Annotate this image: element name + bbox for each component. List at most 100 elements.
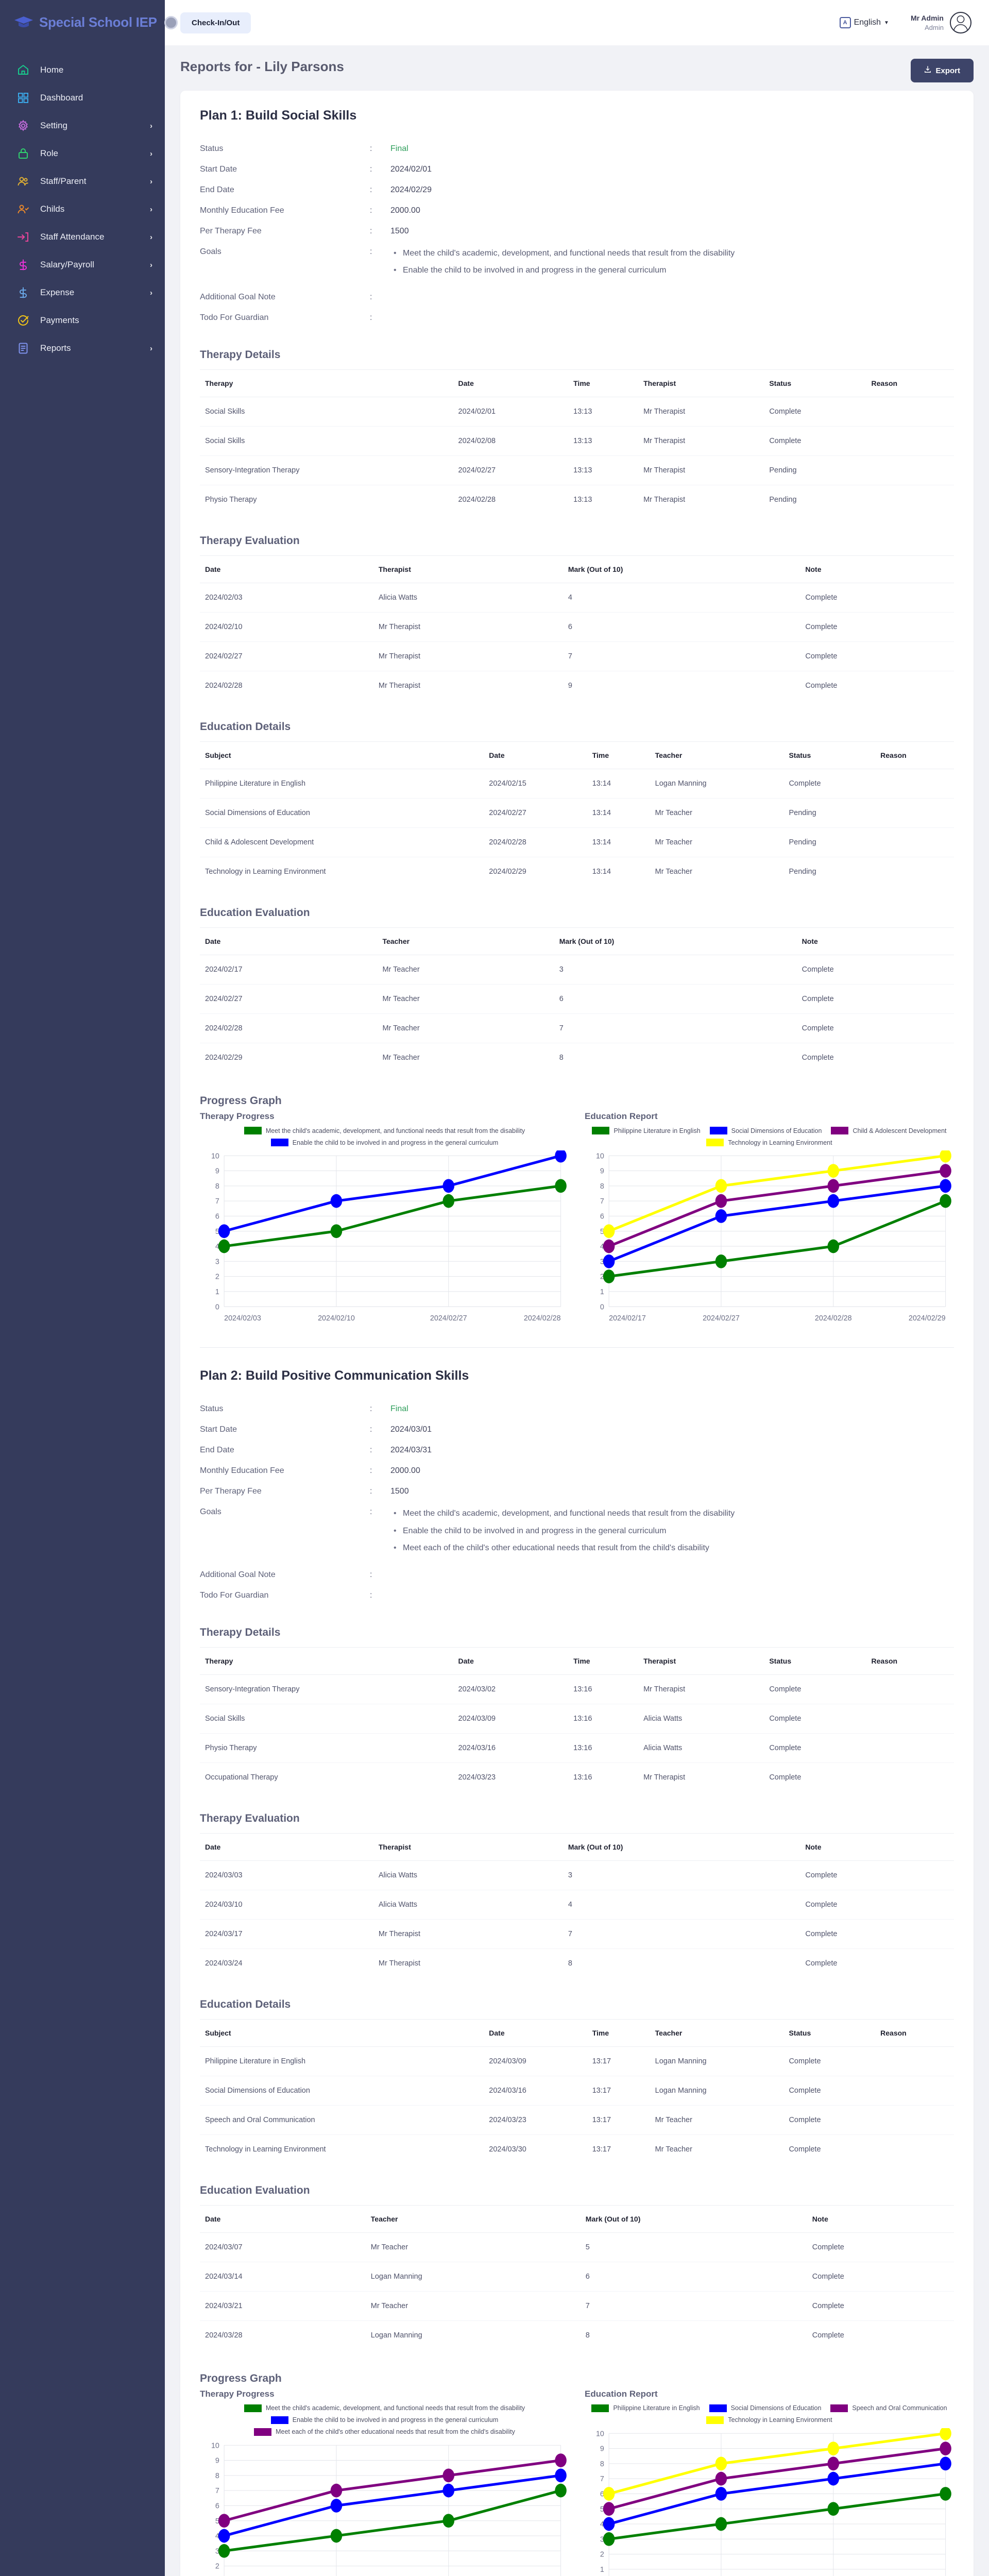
graduation-cap-icon bbox=[13, 15, 34, 30]
table-cell: 2024/02/27 bbox=[484, 798, 587, 828]
table-cell: 2024/02/15 bbox=[484, 769, 587, 799]
legend-item: Child & Adolescent Development bbox=[831, 1127, 947, 1135]
column-header: Date bbox=[453, 1647, 569, 1675]
sidebar-item-role[interactable]: Role › bbox=[0, 140, 165, 167]
table-cell: Social Dimensions of Education bbox=[200, 2076, 484, 2106]
topbar: Check-In/Out A English ▼ Mr Admin Admin bbox=[165, 0, 989, 45]
sidebar-item-childs[interactable]: Childs › bbox=[0, 195, 165, 223]
user-role: Admin bbox=[925, 23, 944, 31]
chevron-right-icon: › bbox=[150, 149, 152, 158]
table-cell: 2024/03/03 bbox=[200, 1860, 373, 1890]
legend-label: Child & Adolescent Development bbox=[852, 1127, 947, 1134]
svg-text:10: 10 bbox=[596, 1153, 604, 1161]
section-title-therapy-details: Therapy Details bbox=[200, 1626, 281, 1638]
legend-item: Enable the child to be involved in and p… bbox=[270, 1139, 498, 1147]
table-cell: Physio Therapy bbox=[200, 1733, 453, 1763]
status-badge: Pending bbox=[783, 798, 876, 828]
sidebar-item-label: Setting bbox=[40, 121, 67, 130]
table-row: 2024/02/03 Alicia Watts 4 Complete bbox=[200, 583, 954, 613]
meta-colon: : bbox=[370, 227, 372, 235]
user-menu[interactable]: Mr Admin Admin bbox=[911, 12, 971, 33]
table-cell: Social Skills bbox=[200, 426, 453, 456]
meta-value: 2024/03/01 bbox=[390, 1425, 432, 1434]
sidebar-item-setting[interactable]: Setting › bbox=[0, 112, 165, 140]
goal-list: Meet the child's academic, development, … bbox=[390, 247, 735, 277]
svg-text:4: 4 bbox=[215, 2532, 219, 2540]
svg-text:10: 10 bbox=[211, 1153, 219, 1161]
status-badge: Complete bbox=[769, 1773, 802, 1782]
sidebar-item-reports[interactable]: Reports › bbox=[0, 334, 165, 362]
table-cell: 13:16 bbox=[573, 1773, 592, 1782]
svg-text:1: 1 bbox=[600, 2566, 604, 2574]
table-cell bbox=[875, 827, 954, 858]
legend-swatch bbox=[709, 1127, 727, 1135]
column-header: Reason bbox=[866, 369, 954, 398]
education-report-chart: Education Report Philippine Literature in… bbox=[585, 1111, 954, 1325]
table-cell: 2024/03/16 bbox=[453, 1733, 569, 1763]
meta-colon: : bbox=[370, 1570, 372, 1579]
column-header: Therapy bbox=[200, 1647, 453, 1675]
table-row: 2024/03/28 Logan Manning 8 Complete bbox=[200, 2320, 954, 2350]
table-cell: 2024/02/01 bbox=[453, 397, 569, 427]
svg-text:6: 6 bbox=[600, 1213, 604, 1221]
table-cell: Complete bbox=[796, 1013, 954, 1044]
table-cell: 13:16 bbox=[568, 1733, 639, 1763]
meta-key: Status bbox=[200, 1404, 224, 1414]
svg-text:3: 3 bbox=[215, 2547, 219, 2555]
legend-item: Technology in Learning Environment bbox=[706, 2416, 832, 2424]
table-head: Date Teacher Mark (Out of 10) Note bbox=[200, 2205, 954, 2233]
table-row: Social Dimensions of Education 2024/02/27… bbox=[200, 798, 954, 828]
table-body: Philippine Literature in English 2024/02/… bbox=[200, 769, 954, 887]
column-header: Note bbox=[807, 2205, 954, 2233]
table-cell: 3 bbox=[562, 1860, 800, 1890]
table-cell: 2024/03/07 bbox=[200, 2232, 366, 2262]
table-cell: Social Skills bbox=[200, 397, 453, 427]
column-header: Date bbox=[453, 369, 569, 398]
table-cell: 6 bbox=[554, 984, 797, 1014]
brand[interactable]: Special School IEP bbox=[0, 0, 178, 44]
legend-item: Meet the child's academic, development, … bbox=[244, 2404, 525, 2412]
table-cell: Technology in Learning Environment bbox=[205, 2145, 326, 2154]
table-cell: Speech and Oral Communication bbox=[200, 2105, 484, 2135]
table-cell: Complete bbox=[812, 2331, 844, 2340]
sidebar-item-salary-payroll[interactable]: Salary/Payroll › bbox=[0, 251, 165, 279]
legend-item: Technology in Learning Environment bbox=[706, 1139, 832, 1147]
sidebar-item-home[interactable]: Home bbox=[0, 56, 165, 84]
meta-colon: : bbox=[370, 1425, 372, 1434]
sidebar-item-expense[interactable]: Expense › bbox=[0, 279, 165, 307]
table-cell: 2024/03/23 bbox=[484, 2105, 587, 2135]
meta-row: Todo For Guardian: bbox=[200, 1585, 954, 1606]
table-body: Philippine Literature in English 2024/03/… bbox=[200, 2046, 954, 2164]
meta-colon: : bbox=[370, 1466, 372, 1476]
table-cell bbox=[866, 1762, 954, 1792]
column-header: Teacher bbox=[365, 2205, 581, 2233]
status-badge: Complete bbox=[783, 769, 876, 799]
svg-text:5: 5 bbox=[215, 2517, 219, 2526]
table-cell bbox=[866, 397, 954, 427]
table-cell: Mr Teacher bbox=[382, 1054, 420, 1062]
table-cell: Social Skills bbox=[200, 1704, 453, 1734]
table-cell bbox=[866, 1704, 954, 1734]
export-button[interactable]: Export bbox=[911, 59, 974, 82]
sidebar-item-staff-attendance[interactable]: Staff Attendance › bbox=[0, 223, 165, 251]
sidebar-item-dashboard[interactable]: Dashboard bbox=[0, 84, 165, 112]
column-header: Reason bbox=[875, 2019, 954, 2047]
meta-colon: : bbox=[370, 1487, 372, 1496]
meta-key: Goals bbox=[200, 1507, 221, 1517]
meta-colon: : bbox=[370, 1404, 372, 1414]
table-cell: 7 bbox=[562, 641, 800, 672]
gear-icon bbox=[16, 119, 30, 132]
table-cell: 7 bbox=[562, 1919, 800, 1949]
meta-value: 1500 bbox=[390, 227, 409, 235]
meta-row: Start Date: 2024/03/01 bbox=[200, 1419, 954, 1440]
column-header: Date bbox=[200, 1833, 373, 1861]
column-header: Mark (Out of 10) bbox=[554, 927, 797, 956]
sidebar-item-payments[interactable]: Payments bbox=[0, 307, 165, 334]
sidebar-item-staff-parent[interactable]: Staff/Parent › bbox=[0, 167, 165, 195]
table-row: 2024/02/28 Mr Therapist 9 Complete bbox=[200, 671, 954, 701]
table-cell: Mr Teacher bbox=[365, 2232, 581, 2262]
column-header: Status bbox=[783, 741, 876, 770]
section-title-therapy-details: Therapy Details bbox=[200, 349, 281, 361]
language-selector[interactable]: A English ▼ bbox=[839, 17, 889, 28]
check-in-out-button[interactable]: Check-In/Out bbox=[180, 12, 251, 33]
